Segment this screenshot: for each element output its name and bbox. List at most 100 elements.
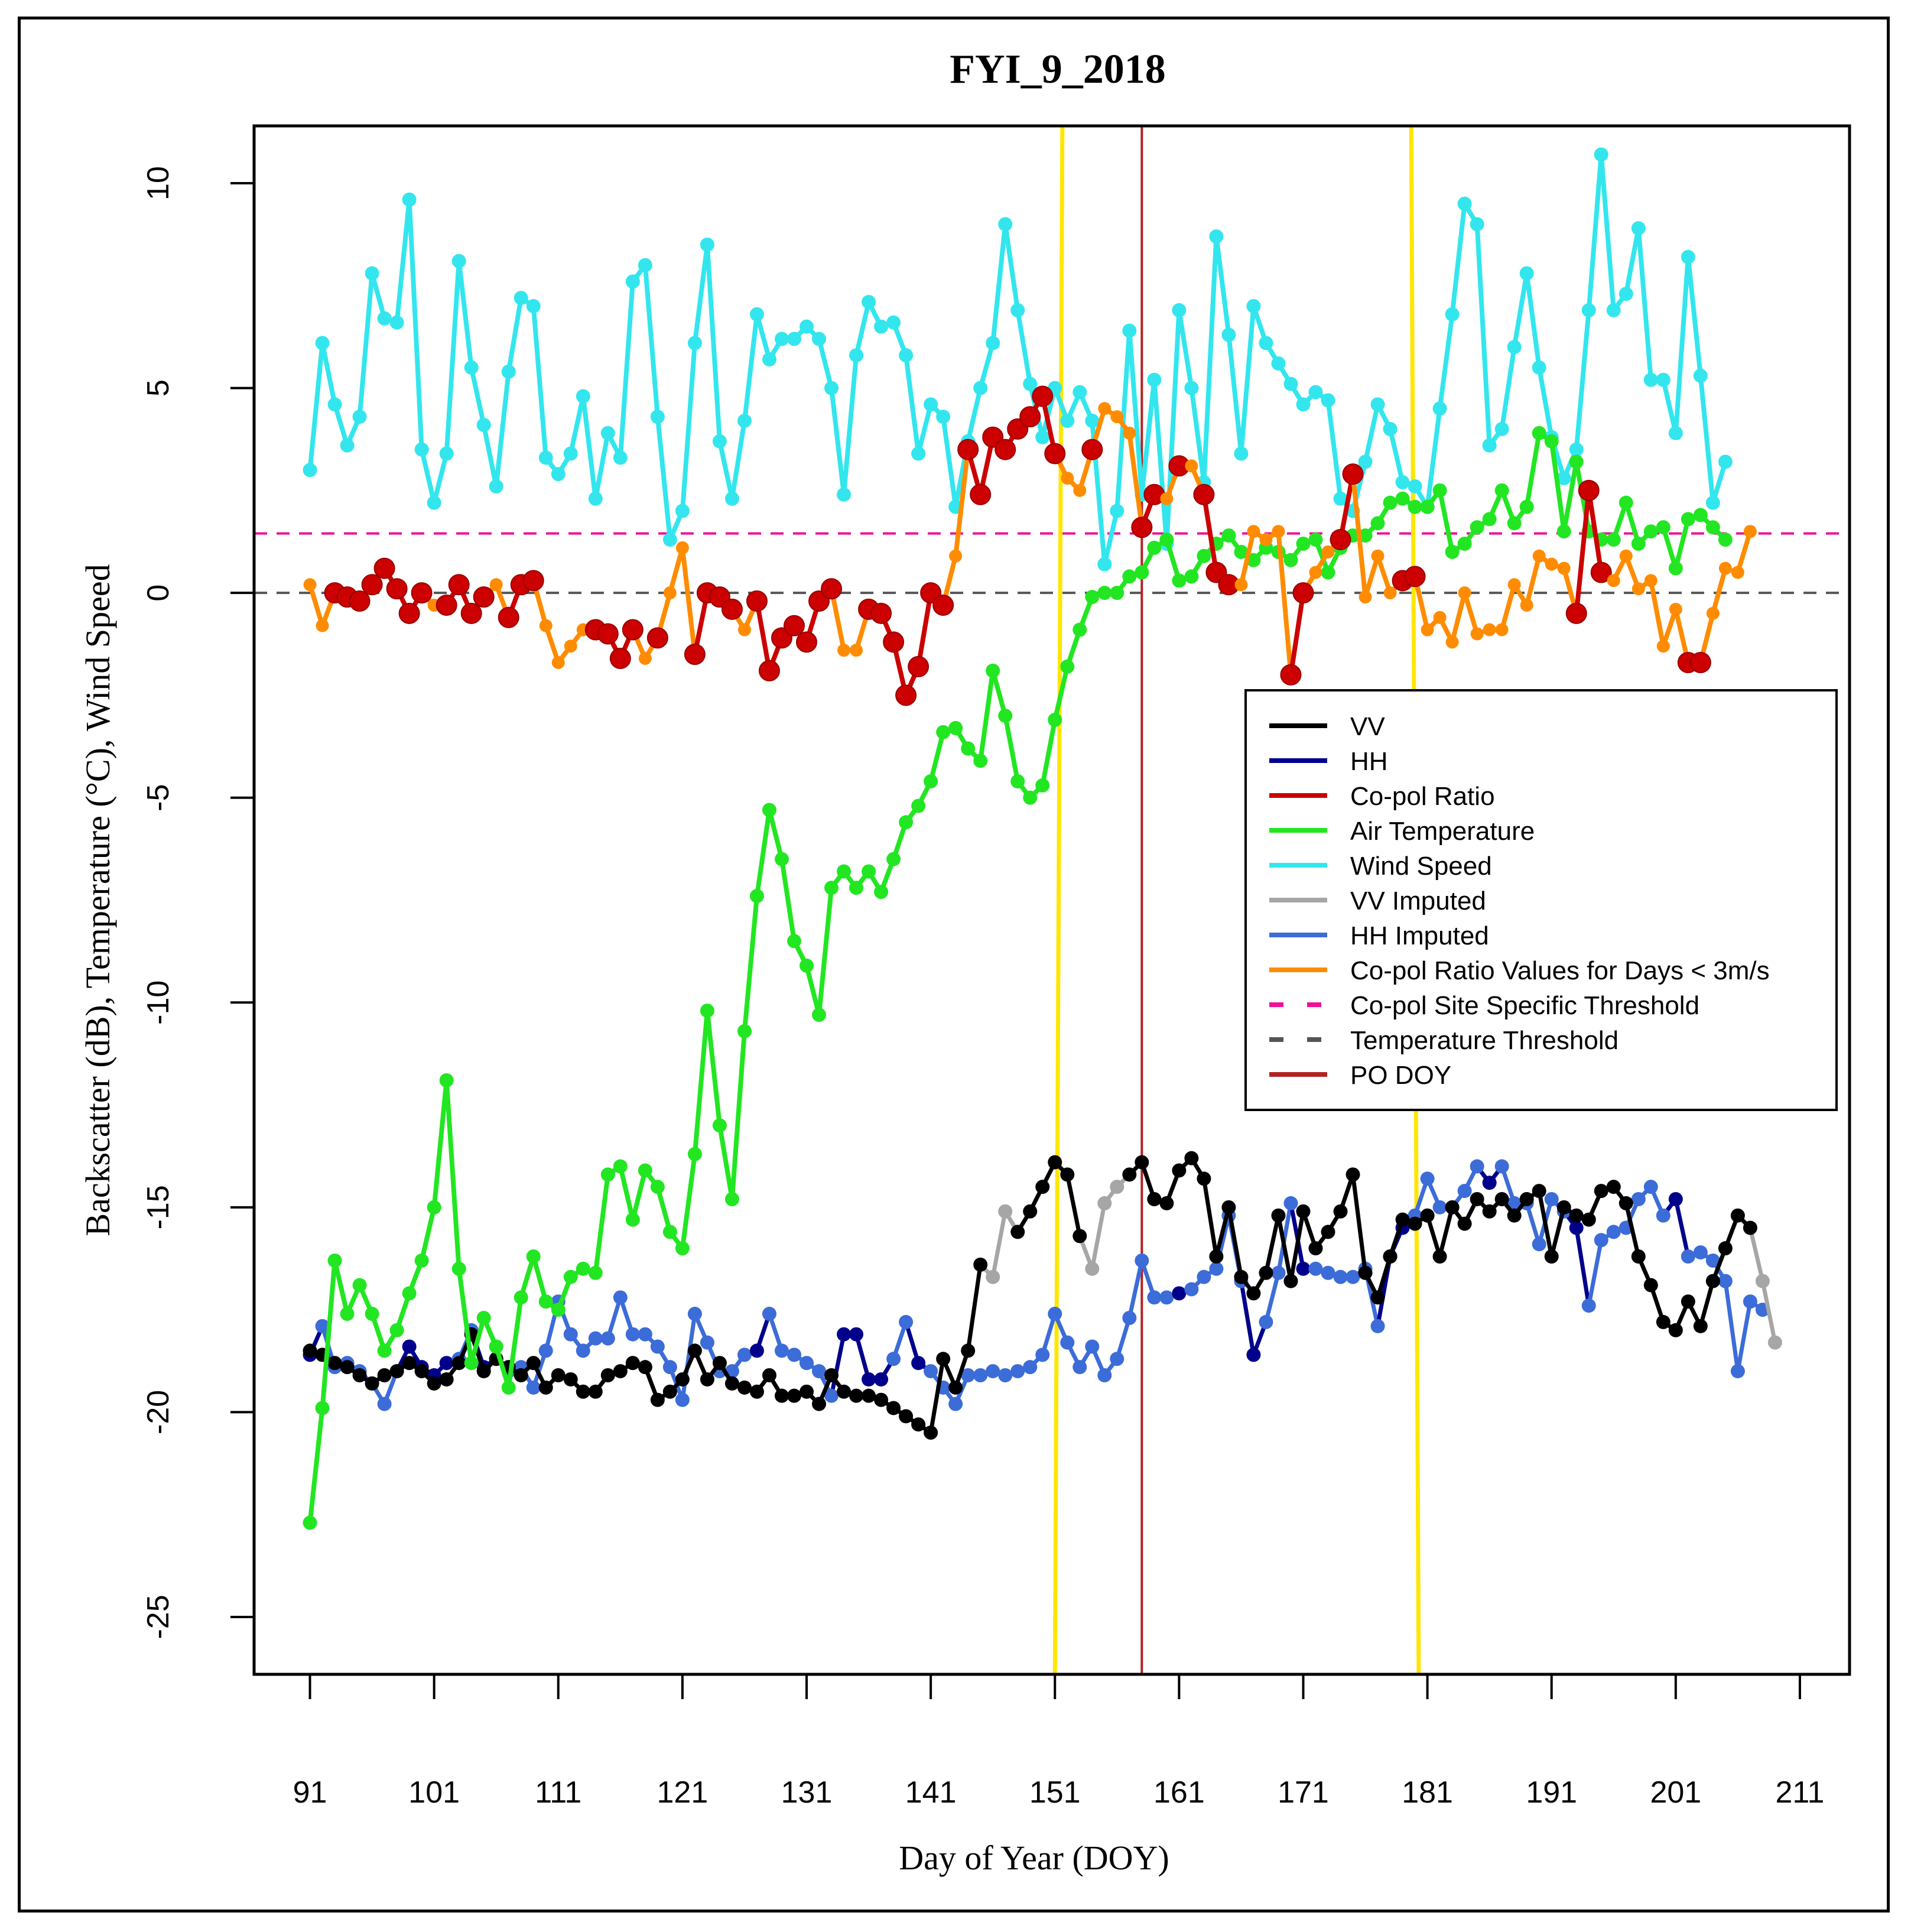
air-temperature-point <box>675 1241 690 1256</box>
air-temperature-point <box>948 720 963 735</box>
copol-point <box>721 598 743 620</box>
legend-box <box>1244 689 1838 1111</box>
vv-point <box>352 1368 367 1383</box>
vv-point <box>1147 1191 1162 1206</box>
vv-point <box>862 1388 876 1403</box>
vv-point <box>563 1372 578 1387</box>
wind-speed-point <box>352 410 367 424</box>
wind-speed-point <box>724 491 739 506</box>
x-tick-label: 201 <box>1650 1775 1701 1810</box>
air-temperature-point <box>1556 524 1571 539</box>
hh-point <box>600 1331 615 1346</box>
air-temperature-point <box>365 1307 379 1321</box>
air-temperature-point <box>1668 561 1683 576</box>
vv-point <box>662 1384 677 1399</box>
hh-segment <box>904 1320 921 1365</box>
x-tick-label: 101 <box>408 1775 460 1810</box>
copol-segment <box>1350 472 1368 600</box>
air-temperature-point <box>1408 499 1422 514</box>
air-temperature-point <box>1631 536 1646 551</box>
wind-speed-point <box>687 336 702 350</box>
air-temperature-point <box>327 1253 342 1268</box>
hh-point <box>1023 1360 1038 1375</box>
wind-speed-point <box>1271 356 1286 371</box>
air-temperature-point <box>538 1294 553 1309</box>
air-temperature-point <box>874 885 889 900</box>
copol-low-wind-point <box>489 578 503 592</box>
wind-speed-point <box>824 381 839 395</box>
vv-point <box>1184 1151 1199 1165</box>
air-temperature-point <box>700 1004 714 1018</box>
copol-low-wind-point <box>1073 483 1087 497</box>
wind-speed-point <box>650 410 665 424</box>
hh-point <box>1097 1368 1112 1383</box>
wind-speed-point <box>749 307 764 322</box>
copol-point <box>398 602 420 624</box>
vv-point <box>1085 1261 1100 1276</box>
wind-speed-point <box>1395 475 1410 490</box>
hh-point <box>1594 1233 1608 1248</box>
hh-point <box>1581 1298 1596 1313</box>
air-temperature-point <box>749 889 764 904</box>
air-temperature-point <box>1147 540 1162 555</box>
copol-point <box>386 578 408 600</box>
vv-point <box>924 1426 938 1440</box>
legend-label: Co-pol Ratio Values for Days < 3m/s <box>1350 956 1770 985</box>
wind-speed-point <box>737 414 752 428</box>
vv-point <box>1743 1220 1757 1235</box>
wind-speed-point <box>1631 221 1646 236</box>
legend-label: VV <box>1350 712 1385 741</box>
air-temperature-point <box>1457 536 1472 551</box>
vv-point <box>749 1384 764 1399</box>
copol-point <box>1280 664 1302 686</box>
hh-point <box>1743 1294 1757 1309</box>
air-temperature-point <box>476 1310 491 1325</box>
copol-low-wind-point <box>1520 598 1533 612</box>
hh-point <box>1283 1196 1298 1210</box>
wind-speed-point <box>998 217 1013 232</box>
hh-point <box>1246 1347 1261 1362</box>
hh-point <box>402 1339 417 1354</box>
copol-point <box>622 619 644 641</box>
wind-speed-point <box>476 417 491 432</box>
vv-point <box>1234 1269 1249 1284</box>
copol-point <box>1578 479 1600 501</box>
air-temperature-point <box>1618 495 1633 510</box>
axes: 91 101 111 121 131 141 151 161 171 181 191 201 211 -2… <box>141 166 1824 1810</box>
air-temperature-point <box>1122 569 1137 584</box>
hh-point <box>1010 1364 1025 1379</box>
vv-segment <box>1214 1205 1231 1259</box>
copol-low-wind-point <box>1607 574 1620 587</box>
wind-speed-point <box>340 438 355 453</box>
air-temperature-point <box>800 958 814 973</box>
copol-point <box>684 644 706 665</box>
hh-point <box>1768 0 1782 7</box>
air-temperature-point <box>1544 434 1559 449</box>
wind-speed-point <box>762 352 776 367</box>
copol-segment <box>1462 590 1480 637</box>
copol-low-wind-point <box>1557 561 1571 575</box>
vv-segment <box>1288 1209 1305 1284</box>
air-temperature-point <box>1482 512 1497 527</box>
hh-point <box>961 1368 976 1383</box>
wind-speed-point <box>1556 471 1571 486</box>
copol-low-wind-point <box>1358 590 1372 604</box>
hh-point <box>1321 1265 1335 1280</box>
wind-speed-point <box>600 426 615 440</box>
hh-point <box>1693 1245 1708 1260</box>
hh-point <box>1271 1265 1286 1280</box>
air-temperature-point <box>1569 454 1584 469</box>
hh-point <box>675 1392 690 1407</box>
air-temperature-point <box>1693 508 1708 522</box>
copol-low-wind-point <box>1545 557 1558 571</box>
wind-speed-point <box>1618 287 1633 301</box>
vv-point <box>1135 1155 1149 1170</box>
vv-point <box>774 1388 789 1403</box>
vv-point <box>1482 1204 1497 1219</box>
wind-speed-point <box>1321 393 1335 408</box>
air-temperature-point <box>1705 520 1720 535</box>
vv-point <box>1110 1180 1124 1194</box>
hh-point <box>1482 1176 1497 1190</box>
air-temperature-point <box>1681 512 1695 527</box>
